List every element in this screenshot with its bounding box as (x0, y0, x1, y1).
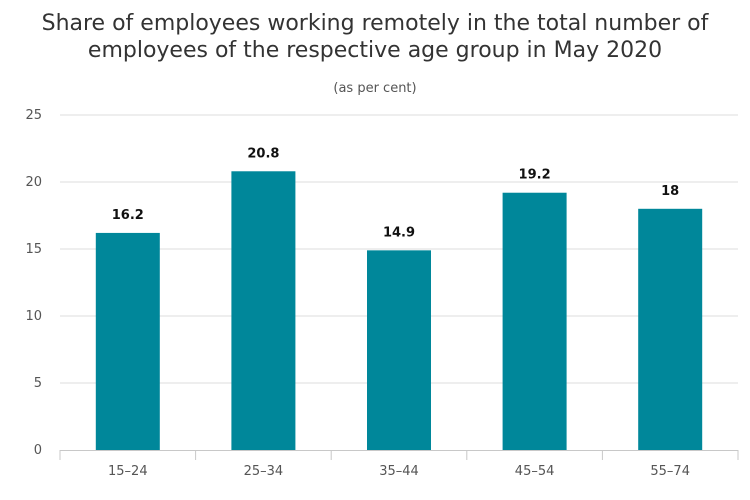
y-axis-ticks: 0 5 10 15 20 25 (25, 108, 42, 458)
data-label: 18 (661, 184, 679, 199)
y-tick-label: 15 (25, 242, 42, 257)
gridlines (60, 114, 738, 384)
bar (95, 232, 160, 450)
x-tick-label: 55–74 (650, 464, 690, 479)
chart-title-line-1: Share of employees working remotely in t… (42, 11, 710, 36)
data-label: 19.2 (519, 168, 551, 183)
bar (502, 192, 567, 450)
x-axis: 15–24 25–34 35–44 45–54 55–74 (59, 450, 739, 479)
y-tick-label: 10 (25, 309, 42, 324)
bar (367, 250, 431, 450)
x-tick-label: 15–24 (108, 464, 148, 479)
bar (231, 171, 296, 450)
bars (95, 171, 703, 450)
y-tick-label: 20 (25, 175, 42, 190)
chart-title-line-2: employees of the respective age group in… (88, 38, 662, 63)
data-label: 14.9 (383, 225, 415, 240)
x-tick-label: 45–54 (515, 464, 555, 479)
data-label: 16.2 (112, 208, 144, 223)
y-tick-label: 5 (34, 376, 42, 391)
bar (638, 208, 703, 450)
y-tick-label: 0 (34, 443, 42, 458)
x-tick-label: 25–34 (244, 464, 284, 479)
chart-subtitle: (as per cent) (333, 81, 416, 96)
data-label: 20.8 (247, 146, 279, 161)
data-labels: 16.2 20.8 14.9 19.2 18 (112, 146, 679, 240)
y-tick-label: 25 (25, 108, 42, 123)
x-tick-label: 35–44 (379, 464, 419, 479)
